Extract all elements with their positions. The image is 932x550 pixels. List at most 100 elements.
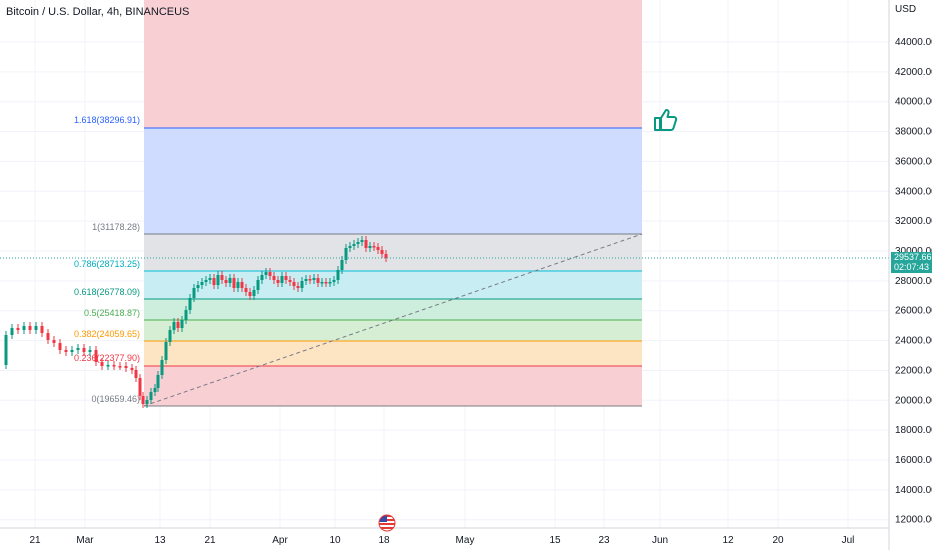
candle-body: [4, 335, 8, 365]
candle-body: [76, 348, 80, 350]
candle-body: [180, 320, 184, 328]
candle-body: [340, 260, 344, 270]
candle-body: [141, 396, 145, 404]
candle-body: [28, 326, 32, 330]
candle-body: [46, 333, 50, 340]
candle-body: [106, 365, 110, 367]
price-tick-label: 12000.00: [895, 515, 932, 526]
candle-body: [316, 278, 320, 283]
candlestick-series: [4, 236, 388, 408]
time-tick-label: Apr: [272, 535, 288, 546]
candle-body: [52, 340, 56, 343]
candle-body: [268, 272, 272, 276]
candle-body: [10, 328, 14, 335]
us-flag-icon[interactable]: [378, 514, 396, 532]
fib-label-1: 1(31178.28): [92, 222, 140, 232]
candle-body: [82, 348, 86, 352]
price-tick-label: 32000.00: [895, 216, 932, 227]
candle-body: [212, 278, 216, 285]
fib-label-0382: 0.382(24059.65): [74, 329, 140, 339]
fib-zone-0236: [144, 366, 642, 406]
candle-body: [176, 322, 180, 328]
fib-labels: 1.618(38296.91) 1(31178.28) 0.786(28713.…: [74, 115, 140, 404]
candle-body: [308, 279, 312, 281]
price-tick-label: 18000.00: [895, 425, 932, 436]
candle-body: [58, 343, 62, 350]
time-axis[interactable]: 21 Mar 13 21 Apr 10 18 May 15 23 Jun 12 20 Jul: [0, 527, 889, 546]
price-tick-label: 30000.00: [895, 246, 932, 257]
candle-body: [252, 290, 256, 296]
candle-body: [153, 388, 157, 392]
candle-body: [118, 366, 122, 368]
candle-body: [156, 375, 160, 388]
candle-body: [356, 242, 360, 244]
candle-body: [348, 246, 352, 248]
chart-title: Bitcoin / U.S. Dollar, 4h, BINANCEUS: [6, 6, 190, 18]
time-tick-label: 12: [722, 535, 734, 546]
candle-body: [134, 370, 138, 378]
candle-body: [304, 279, 308, 281]
candle-body: [296, 286, 300, 288]
price-tick-label: 28000.00: [895, 276, 932, 287]
fib-zones: [144, 0, 642, 406]
candle-body: [204, 280, 208, 282]
price-tick-label: 38000.00: [895, 127, 932, 138]
candle-body: [70, 350, 74, 352]
candle-body: [272, 276, 276, 280]
candle-body: [220, 275, 224, 280]
time-tick-label: 18: [378, 535, 390, 546]
candle-body: [288, 280, 292, 282]
price-tick-label: 16000.00: [895, 455, 932, 466]
price-tick-label: 34000.00: [895, 186, 932, 197]
candle-body: [372, 246, 376, 248]
time-tick-label: Mar: [76, 535, 94, 546]
time-tick-label: 21: [204, 535, 216, 546]
fib-label-1618: 1.618(38296.91): [74, 115, 140, 125]
candle-body: [292, 282, 296, 286]
price-tick-label: 20000.00: [895, 395, 932, 406]
price-tick-label: 22000.00: [895, 365, 932, 376]
price-tick-label: 26000.00: [895, 306, 932, 317]
candle-body: [160, 360, 164, 375]
price-tick-label: 24000.00: [895, 336, 932, 347]
candle-body: [228, 278, 232, 283]
candle-body: [164, 342, 168, 360]
candle-body: [312, 278, 316, 280]
candle-body: [324, 282, 328, 284]
bar-countdown: 02:07:43: [894, 262, 930, 272]
candle-body: [149, 392, 153, 400]
fib-lines: [143, 127, 643, 407]
candle-body: [276, 280, 280, 283]
price-tick-label: 36000.00: [895, 156, 932, 167]
candle-body: [320, 282, 324, 284]
candle-body: [172, 322, 176, 330]
candle-body: [34, 326, 38, 330]
candle-body: [100, 362, 104, 366]
candle-body: [256, 280, 260, 290]
candle-body: [264, 272, 268, 275]
candle-body: [184, 310, 188, 320]
candle-body: [352, 244, 356, 246]
candle-body: [216, 275, 220, 285]
candle-body: [280, 276, 284, 283]
time-tick-label: Jul: [842, 535, 855, 546]
price-tick-label: 44000.00: [895, 37, 932, 48]
fib-label-0236: 0.236(22377.90): [74, 353, 140, 363]
candle-body: [124, 366, 128, 368]
price-axis-currency: USD: [895, 4, 916, 15]
time-tick-label: 15: [549, 535, 561, 546]
time-tick-label: May: [456, 535, 475, 546]
fib-label-0786: 0.786(28713.25): [74, 259, 140, 269]
candle-body: [168, 330, 172, 342]
fib-trend-line: [143, 233, 643, 407]
candle-body: [376, 247, 380, 250]
fib-zone-0382: [144, 341, 642, 366]
price-axis[interactable]: USD 44000.00 42000.00 40000.00 38000.00 3600…: [888, 0, 932, 550]
time-tick-label: 20: [772, 535, 784, 546]
candle-body: [196, 285, 200, 288]
fib-label-05: 0.5(25418.87): [84, 308, 140, 318]
candle-body: [380, 250, 384, 254]
candle-body: [368, 246, 372, 248]
candle-body: [64, 350, 68, 352]
